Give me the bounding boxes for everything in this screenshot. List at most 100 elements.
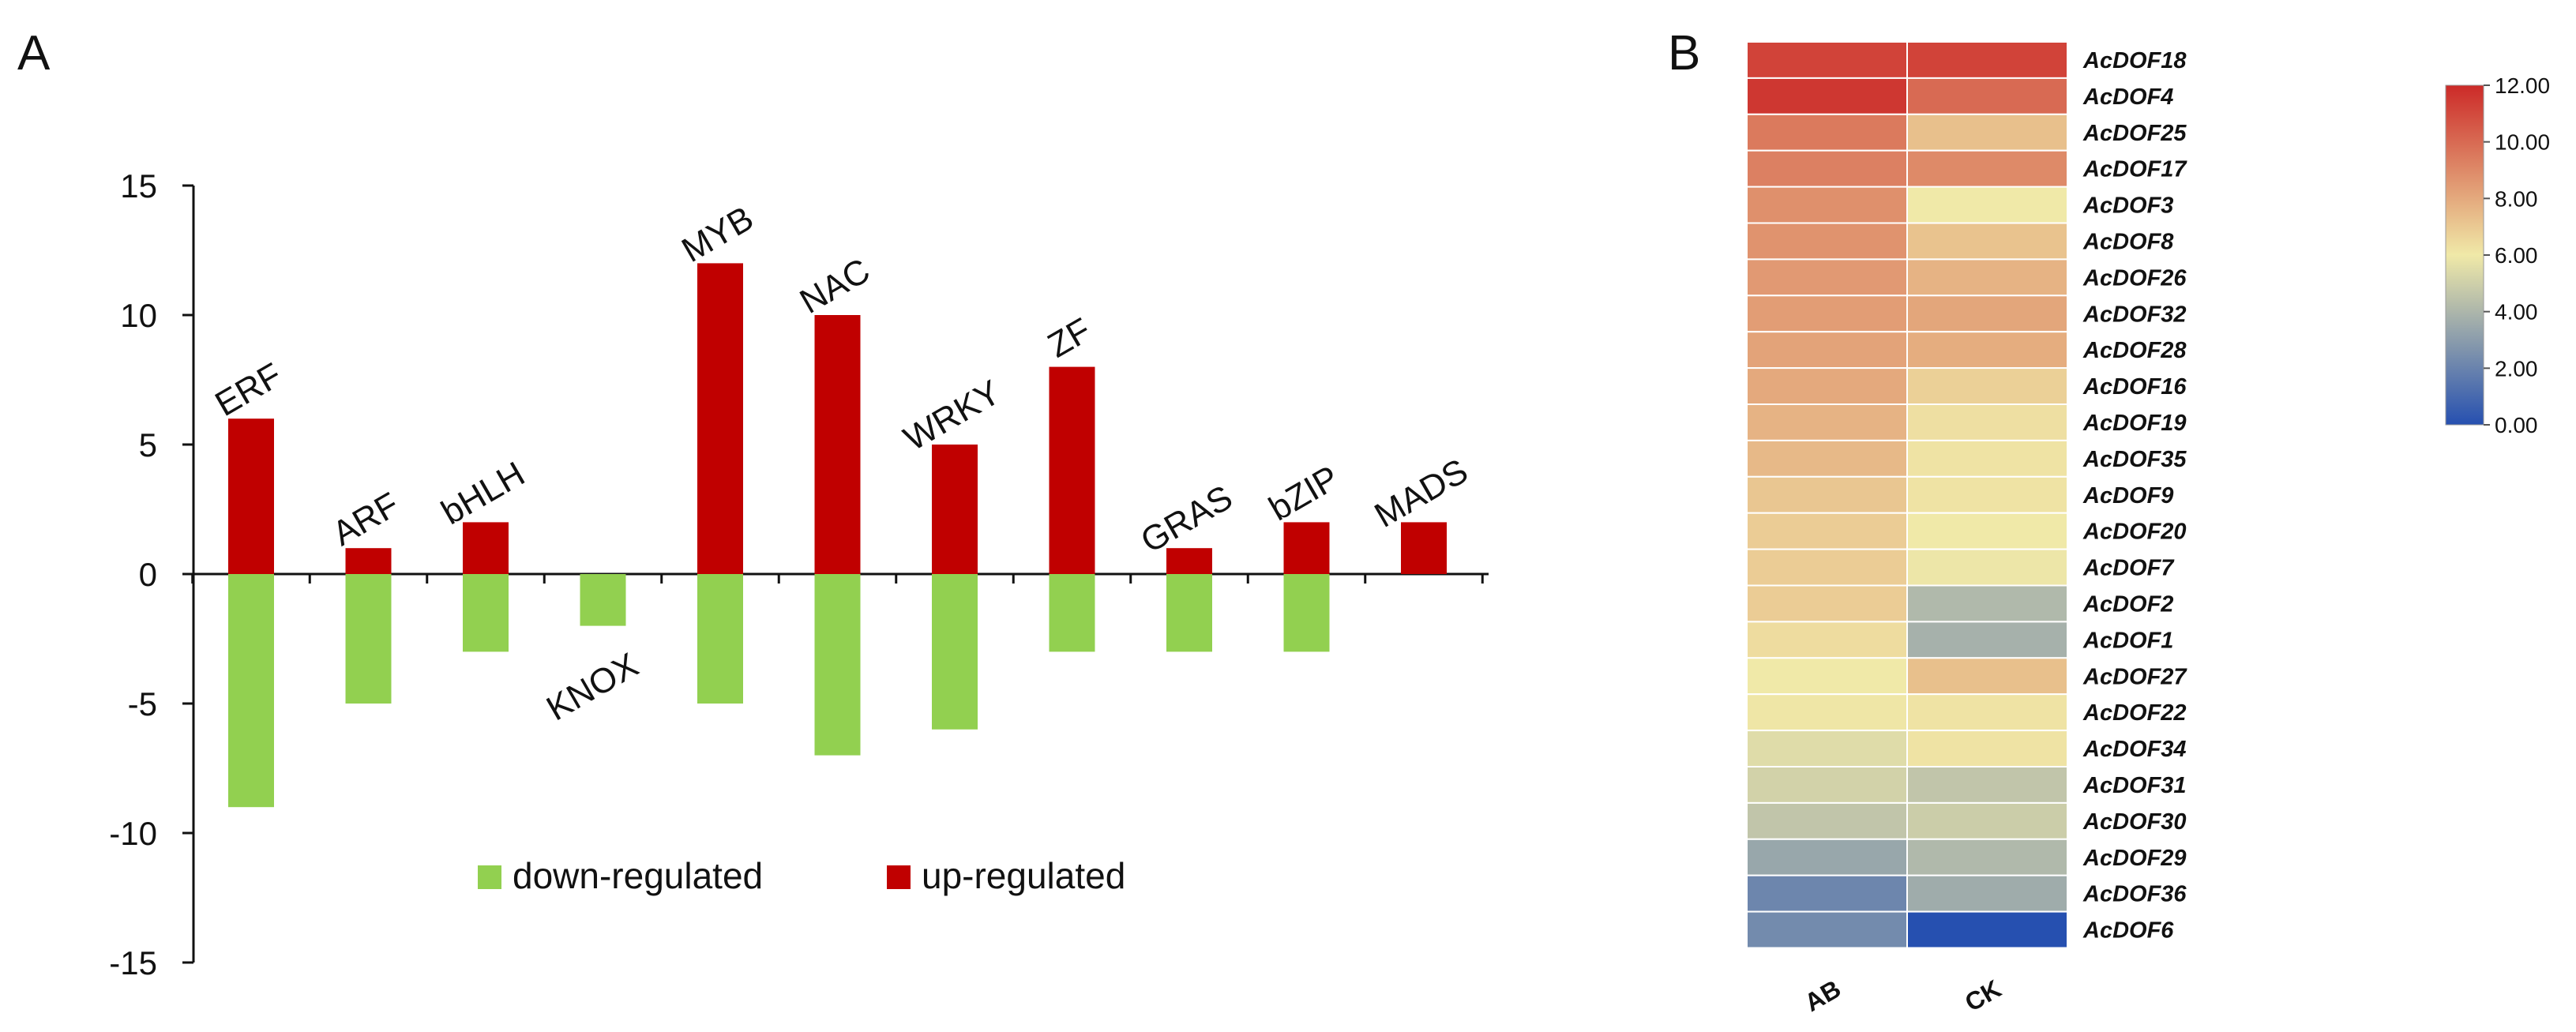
heatmap-cell-AcDOF30-CK <box>1906 801 2068 840</box>
heatmap: AcDOF18 AcDOF4 AcDOF25 AcDOF17 AcDOF3 AcDOF8 A… <box>1746 41 2187 1017</box>
row-label-AcDOF29: AcDOF29 <box>2082 846 2187 871</box>
row-label-AcDOF9: AcDOF9 <box>2082 483 2173 508</box>
row-label-AcDOF26: AcDOF26 <box>2082 265 2187 291</box>
heatmap-cell-AcDOF18-AB <box>1746 41 1908 79</box>
y-tick-label: 0 <box>139 556 157 593</box>
heatmap-cell-AcDOF9-AB <box>1746 475 1908 514</box>
category-label-KNOX: KNOX <box>540 646 644 729</box>
legend-swatch-down-regulated <box>478 865 501 889</box>
heatmap-cell-AcDOF25-CK <box>1906 113 2068 152</box>
heatmap-cell-AcDOF29-CK <box>1906 838 2068 876</box>
bar-down-WRKY <box>932 574 978 730</box>
bar-up-bHLH <box>463 522 509 574</box>
heatmap-cell-AcDOF35-CK <box>1906 439 2068 478</box>
heatmap-cell-AcDOF26-CK <box>1906 258 2068 297</box>
row-label-AcDOF30: AcDOF30 <box>2082 809 2187 835</box>
row-label-AcDOF27: AcDOF27 <box>2082 664 2187 689</box>
category-label-MYB: MYB <box>675 199 760 270</box>
bar-up-MADS <box>1401 522 1447 574</box>
bar-down-NAC <box>814 574 861 756</box>
heatmap-cell-AcDOF3-AB <box>1746 186 1908 224</box>
row-label-AcDOF8: AcDOF8 <box>2082 229 2174 254</box>
column-label-AB: AB <box>1800 974 1846 1017</box>
bar-axes <box>182 184 1489 964</box>
heatmap-cell-AcDOF22-AB <box>1746 693 1908 732</box>
heatmap-cell-AcDOF3-CK <box>1906 186 2068 224</box>
colorbar-tick-label: 4.00 <box>2495 300 2538 325</box>
colorbar-tick-label: 6.00 <box>2495 243 2538 268</box>
row-label-AcDOF32: AcDOF32 <box>2082 302 2187 327</box>
heatmap-cell-AcDOF26-AB <box>1746 258 1908 297</box>
heatmap-cell-AcDOF28-AB <box>1746 331 1908 370</box>
row-label-AcDOF31: AcDOF31 <box>2082 773 2187 798</box>
heatmap-cell-AcDOF4-CK <box>1906 77 2068 115</box>
colorbar-tick-label: 2.00 <box>2495 356 2538 381</box>
heatmap-cell-AcDOF20-CK <box>1906 512 2068 550</box>
heatmap-cell-AcDOF6-AB <box>1746 910 1908 949</box>
category-label-ZF: ZF <box>1042 310 1098 365</box>
heatmap-cell-AcDOF7-CK <box>1906 548 2068 587</box>
row-label-AcDOF16: AcDOF16 <box>2082 374 2187 400</box>
heatmap-cell-AcDOF8-CK <box>1906 222 2068 261</box>
bar-down-MYB <box>697 574 743 704</box>
heatmap-cell-AcDOF32-CK <box>1906 295 2068 333</box>
colorbar-gradient <box>2445 84 2484 426</box>
bar-marks <box>228 263 1447 808</box>
heatmap-cell-AcDOF4-AB <box>1746 77 1908 115</box>
colorbar-tick-label: 10.00 <box>2495 130 2550 155</box>
row-label-AcDOF35: AcDOF35 <box>2082 447 2187 472</box>
bar-up-bZIP <box>1283 522 1330 574</box>
category-label-bZIP: bZIP <box>1263 458 1346 528</box>
row-label-AcDOF28: AcDOF28 <box>2082 338 2187 363</box>
heatmap-cell-AcDOF34-CK <box>1906 730 2068 767</box>
heatmap-cell-AcDOF32-AB <box>1746 295 1908 333</box>
heatmap-cell-AcDOF1-CK <box>1906 621 2068 659</box>
bar-up-ERF <box>228 418 274 574</box>
y-tick-label: -15 <box>109 944 157 981</box>
row-labels: AcDOF18 AcDOF4 AcDOF25 AcDOF17 AcDOF3 AcDOF8 A… <box>2082 48 2187 944</box>
heatmap-cell-AcDOF17-CK <box>1906 149 2068 188</box>
heatmap-cell-AcDOF8-AB <box>1746 222 1908 261</box>
heatmap-cells <box>1746 41 2068 949</box>
row-label-AcDOF2: AcDOF2 <box>2082 591 2173 617</box>
heatmap-cell-AcDOF25-AB <box>1746 113 1908 152</box>
heatmap-cell-AcDOF31-AB <box>1746 766 1908 804</box>
y-tick-label: 10 <box>120 297 157 334</box>
heatmap-cell-AcDOF9-CK <box>1906 475 2068 514</box>
legend-swatch-up-regulated <box>887 865 911 889</box>
heatmap-cell-AcDOF28-CK <box>1906 331 2068 370</box>
colorbar-tick-labels: 12.00 10.00 8.00 6.00 4.00 2.00 0.00 <box>2484 73 2550 437</box>
bar-down-ERF <box>228 574 274 808</box>
category-label-ERF: ERF <box>208 355 288 423</box>
heatmap-cell-AcDOF34-AB <box>1746 730 1908 767</box>
column-labels: AB CK <box>1800 974 2006 1017</box>
bar-down-KNOX <box>580 574 626 626</box>
row-label-AcDOF18: AcDOF18 <box>2082 48 2187 73</box>
bar-up-ZF <box>1049 366 1095 574</box>
panel-b-label: B <box>1668 26 1700 81</box>
heatmap-cell-AcDOF22-CK <box>1906 693 2068 732</box>
heatmap-cell-AcDOF6-CK <box>1906 910 2068 949</box>
heatmap-cell-AcDOF1-AB <box>1746 621 1908 659</box>
bar-down-bHLH <box>463 574 509 652</box>
y-tick-labels: 15 10 5 0 -5 -10 -15 <box>109 167 157 981</box>
row-label-AcDOF20: AcDOF20 <box>2082 520 2187 545</box>
heatmap-cell-AcDOF36-AB <box>1746 874 1908 913</box>
row-label-AcDOF7: AcDOF7 <box>2082 556 2175 581</box>
heatmap-cell-AcDOF19-CK <box>1906 403 2068 441</box>
heatmap-cell-AcDOF2-CK <box>1906 584 2068 623</box>
colorbar-tick-label: 0.00 <box>2495 413 2538 437</box>
heatmap-cell-AcDOF27-CK <box>1906 657 2068 696</box>
column-label-CK: CK <box>1960 974 2006 1017</box>
heatmap-cell-AcDOF35-AB <box>1746 439 1908 478</box>
row-label-AcDOF6: AcDOF6 <box>2082 918 2174 944</box>
bar-up-GRAS <box>1166 548 1212 574</box>
bar-up-ARF <box>345 548 392 574</box>
heatmap-cell-AcDOF7-AB <box>1746 548 1908 587</box>
y-tick-label: -5 <box>128 685 157 722</box>
bar-down-ZF <box>1049 574 1095 652</box>
bar-down-GRAS <box>1166 574 1212 652</box>
heatmap-cell-AcDOF29-AB <box>1746 838 1908 876</box>
heatmap-cell-AcDOF18-CK <box>1906 41 2068 79</box>
